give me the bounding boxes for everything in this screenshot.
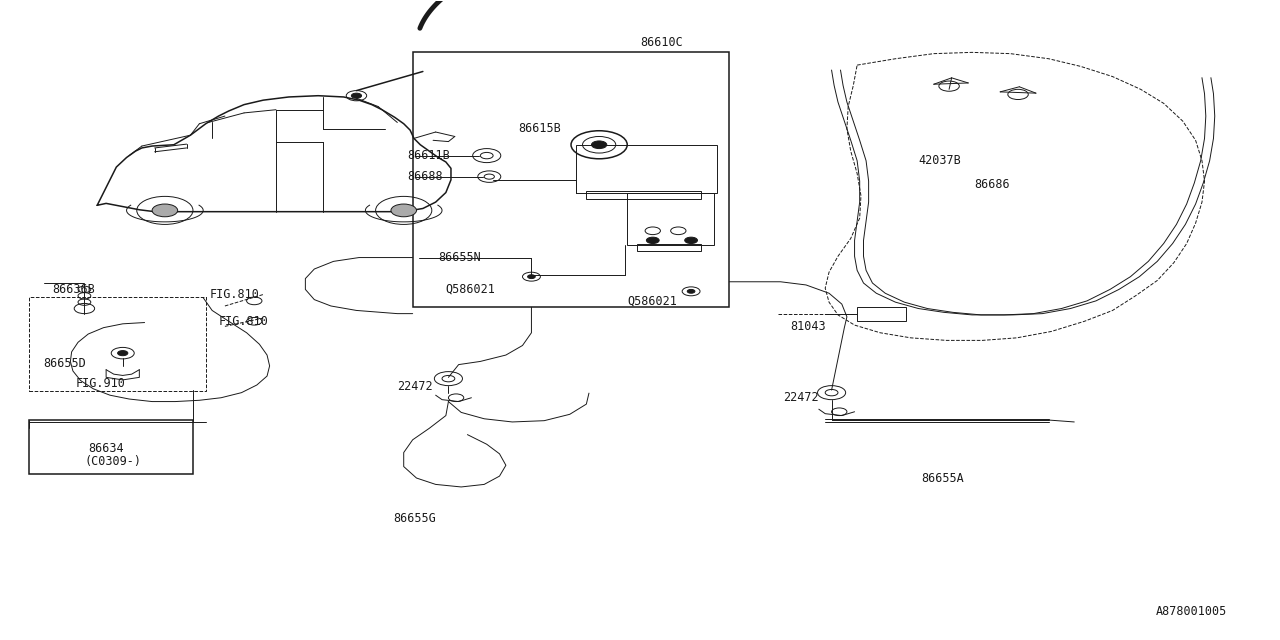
Text: 42037B: 42037B — [919, 154, 961, 167]
Bar — [637, 244, 701, 251]
Bar — [29, 297, 206, 392]
Text: 86655A: 86655A — [922, 472, 964, 484]
Text: 86686: 86686 — [974, 179, 1010, 191]
Text: FIG.810: FIG.810 — [210, 288, 260, 301]
Text: 22472: 22472 — [783, 391, 819, 404]
Text: 86636B: 86636B — [52, 283, 95, 296]
Circle shape — [351, 93, 361, 99]
Bar — [576, 145, 717, 193]
Text: 86615B: 86615B — [518, 122, 562, 135]
Text: FIG.810: FIG.810 — [219, 315, 269, 328]
Text: 86688: 86688 — [407, 170, 443, 183]
Text: A878001005: A878001005 — [1156, 605, 1228, 618]
Bar — [586, 191, 701, 199]
Text: Q586021: Q586021 — [627, 294, 677, 307]
Circle shape — [527, 275, 535, 278]
Circle shape — [118, 351, 128, 356]
Circle shape — [685, 237, 698, 244]
Bar — [858, 307, 906, 321]
Text: 86610C: 86610C — [640, 36, 682, 49]
Text: (C0309-): (C0309-) — [84, 455, 141, 468]
Text: 86634: 86634 — [88, 442, 124, 455]
Text: 22472: 22472 — [397, 380, 433, 394]
Text: Q586021: Q586021 — [445, 283, 495, 296]
Text: 86655D: 86655D — [44, 357, 86, 370]
Text: 86655G: 86655G — [393, 512, 436, 525]
Circle shape — [152, 204, 178, 217]
Text: FIG.910: FIG.910 — [76, 377, 125, 390]
Circle shape — [646, 237, 659, 244]
Bar — [412, 52, 730, 307]
Text: 86655N: 86655N — [438, 251, 481, 264]
Circle shape — [591, 141, 607, 148]
Circle shape — [687, 289, 695, 293]
Circle shape — [390, 204, 416, 217]
Text: 81043: 81043 — [791, 320, 827, 333]
Text: 86611B: 86611B — [407, 149, 451, 162]
Bar — [627, 193, 714, 245]
Bar — [29, 420, 193, 474]
